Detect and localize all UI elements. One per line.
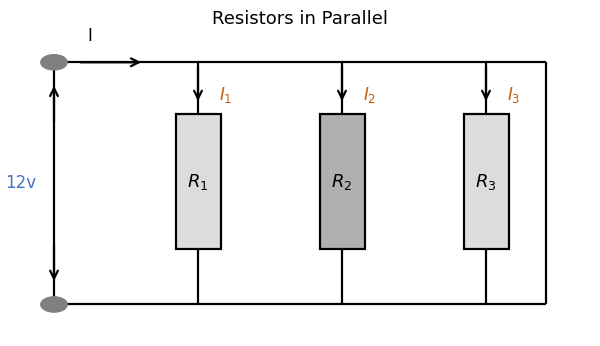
- Circle shape: [41, 297, 67, 312]
- Text: $R_2$: $R_2$: [331, 172, 353, 192]
- Bar: [320, 114, 365, 249]
- Text: 12v: 12v: [5, 174, 37, 192]
- Text: Resistors in Parallel: Resistors in Parallel: [212, 10, 388, 28]
- Text: $R_3$: $R_3$: [475, 172, 497, 192]
- Text: $I_2$: $I_2$: [363, 85, 376, 105]
- Text: I: I: [88, 27, 92, 45]
- Text: $R_1$: $R_1$: [187, 172, 209, 192]
- Bar: [176, 114, 221, 249]
- Text: $I_3$: $I_3$: [507, 85, 520, 105]
- Text: $I_1$: $I_1$: [219, 85, 232, 105]
- Bar: [464, 114, 509, 249]
- Circle shape: [41, 55, 67, 70]
